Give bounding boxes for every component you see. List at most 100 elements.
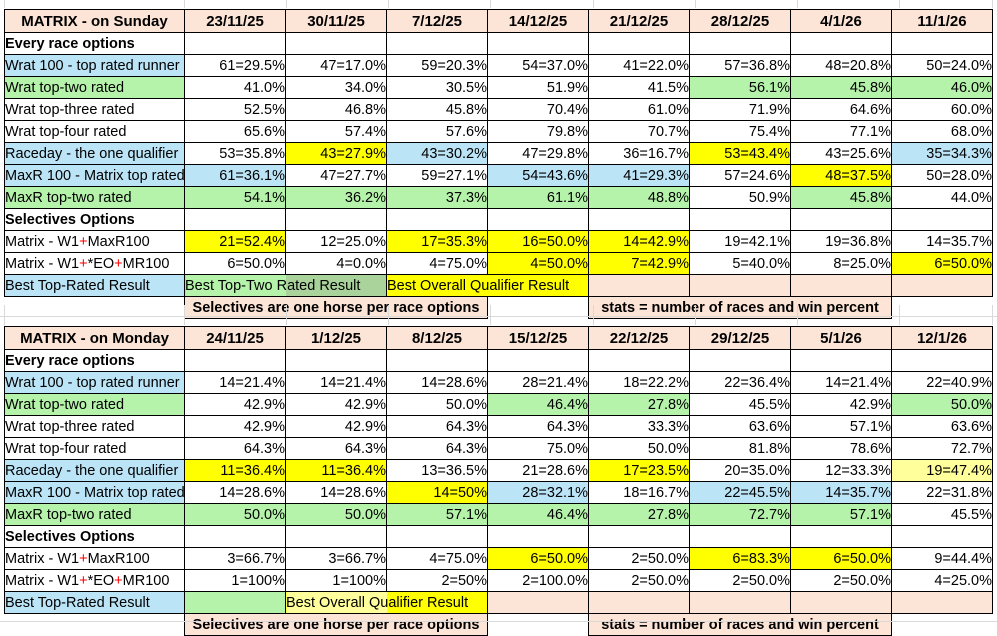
result-fill-cell[interactable] bbox=[487, 591, 589, 614]
value-cell[interactable]: 46.0% bbox=[891, 76, 993, 99]
value-cell[interactable]: 14=35.7% bbox=[891, 230, 993, 253]
value-cell[interactable]: 43=27.9% bbox=[285, 142, 387, 165]
date-header-cell[interactable]: 8/12/25 bbox=[386, 326, 488, 350]
row-label-cell[interactable]: Wrat top-two rated bbox=[4, 76, 185, 99]
value-cell[interactable]: 64.3% bbox=[285, 437, 387, 460]
value-cell[interactable]: 3=66.7% bbox=[184, 547, 286, 570]
row-label-cell[interactable]: Wrat top-four rated bbox=[4, 120, 185, 143]
section-label-cell[interactable]: Every race options bbox=[4, 32, 185, 55]
value-cell[interactable]: 50.0% bbox=[285, 503, 387, 526]
empty-cell[interactable] bbox=[588, 32, 690, 55]
value-cell[interactable]: 41.0% bbox=[184, 76, 286, 99]
empty-cell[interactable] bbox=[588, 349, 690, 372]
value-cell[interactable]: 5=40.0% bbox=[689, 252, 791, 275]
value-cell[interactable]: 30.5% bbox=[386, 76, 488, 99]
empty-cell[interactable] bbox=[790, 208, 892, 231]
value-cell[interactable]: 42.9% bbox=[790, 393, 892, 416]
row-label-cell[interactable]: Wrat top-four rated bbox=[4, 437, 185, 460]
value-cell[interactable]: 2=50.0% bbox=[790, 569, 892, 592]
empty-cell[interactable] bbox=[386, 525, 488, 548]
note-cell[interactable]: Selectives are one horse per race option… bbox=[184, 296, 488, 319]
value-cell[interactable]: 2=50.0% bbox=[588, 547, 690, 570]
empty-cell[interactable] bbox=[891, 296, 993, 319]
empty-cell[interactable] bbox=[386, 349, 488, 372]
value-cell[interactable]: 70.4% bbox=[487, 98, 589, 121]
value-cell[interactable]: 54=43.6% bbox=[487, 164, 589, 187]
value-cell[interactable]: 78.6% bbox=[790, 437, 892, 460]
empty-cell[interactable] bbox=[184, 32, 286, 55]
result-label-cell[interactable]: Best Top-Rated Result bbox=[4, 274, 185, 297]
date-header-cell[interactable]: 29/12/25 bbox=[689, 326, 791, 350]
value-cell[interactable]: 50.0% bbox=[588, 437, 690, 460]
value-cell[interactable]: 14=28.6% bbox=[184, 481, 286, 504]
empty-cell[interactable] bbox=[891, 525, 993, 548]
value-cell[interactable]: 27.8% bbox=[588, 393, 690, 416]
value-cell[interactable]: 36.2% bbox=[285, 186, 387, 209]
value-cell[interactable]: 46.8% bbox=[285, 98, 387, 121]
result-label-cell[interactable]: Best Top-Rated Result bbox=[4, 591, 185, 614]
value-cell[interactable]: 61=36.1% bbox=[184, 164, 286, 187]
value-cell[interactable]: 64.6% bbox=[790, 98, 892, 121]
value-cell[interactable]: 57.6% bbox=[386, 120, 488, 143]
value-cell[interactable]: 20=35.0% bbox=[689, 459, 791, 482]
result-fill-cell[interactable] bbox=[790, 274, 892, 297]
value-cell[interactable]: 35=34.3% bbox=[891, 142, 993, 165]
value-cell[interactable]: 64.3% bbox=[386, 437, 488, 460]
value-cell[interactable]: 4=75.0% bbox=[386, 252, 488, 275]
value-cell[interactable]: 14=42.9% bbox=[588, 230, 690, 253]
value-cell[interactable]: 41=29.3% bbox=[588, 164, 690, 187]
value-cell[interactable]: 56.1% bbox=[689, 76, 791, 99]
date-header-cell[interactable]: 14/12/25 bbox=[487, 9, 589, 33]
row-label-cell[interactable]: Matrix - W1+MaxR100 bbox=[4, 547, 185, 570]
value-cell[interactable]: 50.9% bbox=[689, 186, 791, 209]
result-fill-cell[interactable] bbox=[891, 274, 993, 297]
value-cell[interactable]: 1=100% bbox=[285, 569, 387, 592]
value-cell[interactable]: 42.9% bbox=[184, 393, 286, 416]
result-fill-cell[interactable] bbox=[689, 274, 791, 297]
empty-cell[interactable] bbox=[184, 525, 286, 548]
value-cell[interactable]: 57=24.6% bbox=[689, 164, 791, 187]
value-cell[interactable]: 14=28.6% bbox=[386, 371, 488, 394]
result-fill-cell[interactable] bbox=[184, 591, 286, 614]
value-cell[interactable]: 4=50.0% bbox=[487, 252, 589, 275]
value-cell[interactable]: 53=35.8% bbox=[184, 142, 286, 165]
value-cell[interactable]: 44.0% bbox=[891, 186, 993, 209]
value-cell[interactable]: 43=30.2% bbox=[386, 142, 488, 165]
note-cell[interactable]: stats = number of races and win percent bbox=[588, 613, 892, 636]
value-cell[interactable]: 2=50.0% bbox=[588, 569, 690, 592]
date-header-cell[interactable]: 22/12/25 bbox=[588, 326, 690, 350]
value-cell[interactable]: 48=37.5% bbox=[790, 164, 892, 187]
value-cell[interactable]: 4=0.0% bbox=[285, 252, 387, 275]
value-cell[interactable]: 45.5% bbox=[689, 393, 791, 416]
value-cell[interactable]: 14=21.4% bbox=[285, 371, 387, 394]
date-header-cell[interactable]: 24/11/25 bbox=[184, 326, 286, 350]
empty-cell[interactable] bbox=[790, 525, 892, 548]
table-title-cell[interactable]: MATRIX - on Sunday bbox=[4, 9, 185, 33]
value-cell[interactable]: 45.8% bbox=[790, 76, 892, 99]
empty-cell[interactable] bbox=[184, 349, 286, 372]
value-cell[interactable]: 14=50% bbox=[386, 481, 488, 504]
empty-cell[interactable] bbox=[285, 525, 387, 548]
result-fill-cell[interactable] bbox=[689, 591, 791, 614]
value-cell[interactable]: 72.7% bbox=[689, 503, 791, 526]
value-cell[interactable]: 64.3% bbox=[386, 415, 488, 438]
value-cell[interactable]: 63.6% bbox=[891, 415, 993, 438]
empty-cell[interactable] bbox=[487, 296, 589, 319]
value-cell[interactable]: 50.0% bbox=[184, 503, 286, 526]
note-cell[interactable]: Selectives are one horse per race option… bbox=[184, 613, 488, 636]
row-label-cell[interactable]: Wrat top-three rated bbox=[4, 98, 185, 121]
empty-cell[interactable] bbox=[4, 613, 185, 636]
row-label-cell[interactable]: MaxR 100 - Matrix top rated bbox=[4, 164, 185, 187]
value-cell[interactable]: 61=29.5% bbox=[184, 54, 286, 77]
value-cell[interactable]: 28=32.1% bbox=[487, 481, 589, 504]
value-cell[interactable]: 51.9% bbox=[487, 76, 589, 99]
row-label-cell[interactable]: Raceday - the one qualifier bbox=[4, 142, 185, 165]
value-cell[interactable]: 47=27.7% bbox=[285, 164, 387, 187]
value-cell[interactable]: 6=50.0% bbox=[487, 547, 589, 570]
result-fill-cell[interactable] bbox=[588, 591, 690, 614]
row-label-cell[interactable]: Raceday - the one qualifier bbox=[4, 459, 185, 482]
empty-cell[interactable] bbox=[588, 208, 690, 231]
value-cell[interactable]: 79.8% bbox=[487, 120, 589, 143]
empty-cell[interactable] bbox=[689, 349, 791, 372]
value-cell[interactable]: 42.9% bbox=[285, 415, 387, 438]
